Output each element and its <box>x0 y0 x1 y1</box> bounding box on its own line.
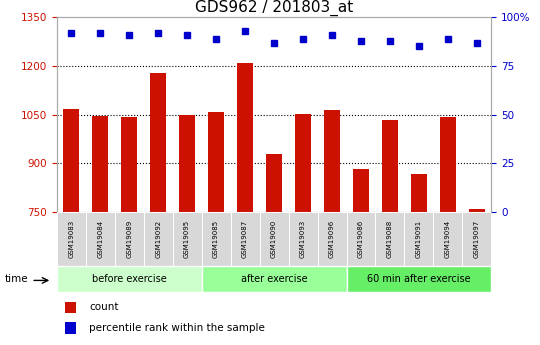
Bar <box>173 212 201 266</box>
Title: GDS962 / 201803_at: GDS962 / 201803_at <box>195 0 353 16</box>
Bar <box>86 212 114 266</box>
Bar <box>324 110 340 212</box>
Bar <box>201 212 231 266</box>
Text: 60 min after exercise: 60 min after exercise <box>367 274 471 284</box>
Text: GSM19093: GSM19093 <box>300 220 306 258</box>
Bar <box>92 116 108 212</box>
Text: percentile rank within the sample: percentile rank within the sample <box>89 323 265 333</box>
Text: GSM19083: GSM19083 <box>68 220 74 258</box>
Text: GSM19096: GSM19096 <box>329 220 335 258</box>
Bar <box>208 112 224 212</box>
Bar <box>434 212 462 266</box>
Bar <box>63 109 79 212</box>
Bar <box>65 322 76 334</box>
Bar <box>231 212 260 266</box>
Bar <box>57 212 86 266</box>
Text: GSM19091: GSM19091 <box>416 220 422 258</box>
Text: GSM19092: GSM19092 <box>155 220 161 258</box>
Text: GSM19097: GSM19097 <box>474 220 480 258</box>
Text: GSM19085: GSM19085 <box>213 220 219 258</box>
Bar <box>462 212 491 266</box>
Bar <box>347 266 491 292</box>
Bar <box>288 212 318 266</box>
Bar <box>57 266 201 292</box>
Text: time: time <box>4 274 28 284</box>
Bar <box>237 63 253 212</box>
Bar <box>114 212 144 266</box>
Bar <box>65 302 76 313</box>
Bar <box>353 169 369 212</box>
Text: GSM19087: GSM19087 <box>242 220 248 258</box>
Bar <box>318 212 347 266</box>
Bar <box>266 154 282 212</box>
Bar <box>440 117 456 212</box>
Bar <box>260 212 288 266</box>
Text: after exercise: after exercise <box>241 274 307 284</box>
Text: count: count <box>89 303 119 313</box>
Bar <box>295 114 311 212</box>
Bar <box>121 117 137 212</box>
Text: GSM19095: GSM19095 <box>184 220 190 258</box>
Bar <box>179 115 195 212</box>
Text: GSM19086: GSM19086 <box>358 220 364 258</box>
Bar <box>411 174 427 212</box>
Text: GSM19084: GSM19084 <box>97 220 103 258</box>
Bar <box>347 212 375 266</box>
Bar <box>144 212 173 266</box>
Bar <box>375 212 404 266</box>
Bar <box>150 73 166 212</box>
Text: GSM19088: GSM19088 <box>387 220 393 258</box>
Text: GSM19089: GSM19089 <box>126 220 132 258</box>
Text: GSM19090: GSM19090 <box>271 220 277 258</box>
Bar <box>469 209 485 212</box>
Bar <box>201 266 347 292</box>
Text: before exercise: before exercise <box>92 274 166 284</box>
Bar <box>382 120 398 212</box>
Text: GSM19094: GSM19094 <box>445 220 451 258</box>
Bar <box>404 212 434 266</box>
